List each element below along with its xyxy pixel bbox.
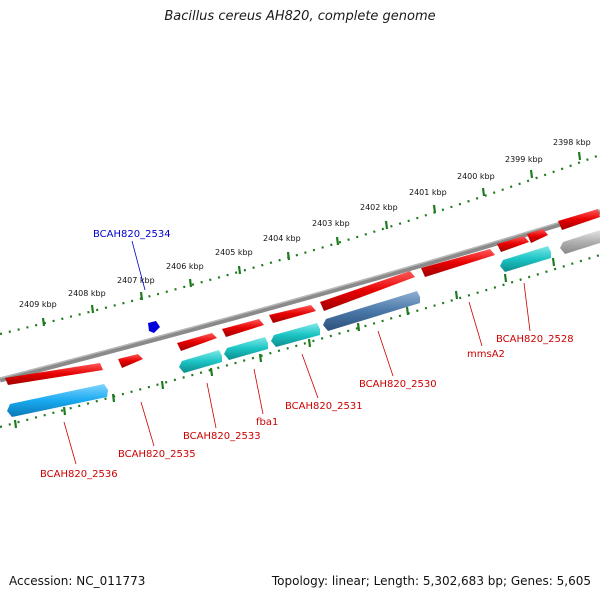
scale-tick-label: 2403 kbp xyxy=(312,219,350,228)
scale-major-tick xyxy=(188,278,193,288)
gene-fba1[interactable] xyxy=(222,319,264,337)
gene-forward-2525[interactable] xyxy=(558,209,600,230)
scale-inner-tick xyxy=(454,290,459,300)
scale-inner-tick xyxy=(356,322,361,332)
gene-label-mmsA2[interactable]: mmsA2 xyxy=(467,349,505,360)
gene-label-fba1[interactable]: fba1 xyxy=(256,417,278,428)
gene-reverse-grey[interactable] xyxy=(560,230,600,254)
scale-inner-tick xyxy=(160,380,165,390)
scale-major-tick xyxy=(577,151,582,161)
scale-inner-tick xyxy=(111,393,116,403)
gene-leader-lines xyxy=(63,240,531,465)
gene-label-BCAH820_2531[interactable]: BCAH820_2531 xyxy=(285,401,363,412)
accession-text: Accession: NC_011773 xyxy=(9,574,146,588)
gene-BCAH820_2533-rev[interactable] xyxy=(179,350,222,373)
scale-tick-label: 2401 kbp xyxy=(409,188,447,197)
scale-tick-label: 2402 kbp xyxy=(360,203,398,212)
scale-inner-tick xyxy=(405,306,410,316)
scale-inner-tick xyxy=(13,419,18,429)
gene-BCAH820_2536[interactable] xyxy=(5,363,103,385)
scale-major-tick xyxy=(139,291,144,301)
scale-inner-tick xyxy=(503,273,508,283)
gene-BCAH820_2531-rev[interactable] xyxy=(271,323,320,347)
scale-major-tick xyxy=(384,220,389,230)
genome-backbone xyxy=(0,209,600,383)
gene-label-BCAH820_2534[interactable]: BCAH820_2534 xyxy=(93,229,171,240)
scale-tick-label: 2398 kbp xyxy=(553,138,591,147)
scale-major-ticks xyxy=(41,151,582,327)
scale-tick-label: 2408 kbp xyxy=(68,289,106,298)
scale-major-tick xyxy=(432,204,437,214)
scale-tick-label: 2400 kbp xyxy=(457,172,495,181)
gene-label-BCAH820_2536[interactable]: BCAH820_2536 xyxy=(40,469,118,480)
scale-inner-tick xyxy=(209,367,214,377)
genome-backbone-highlight xyxy=(0,209,600,379)
scale-major-tick xyxy=(41,317,46,327)
scale-tick-labels: 2409 kbp 2408 kbp 2407 kbp 2406 kbp 2405 kbp… xyxy=(19,138,591,309)
gene-label-BCAH820_2533[interactable]: BCAH820_2533 xyxy=(183,431,261,442)
gene-BCAH820_2536-rev[interactable] xyxy=(7,384,108,417)
gene-label-BCAH820_2528[interactable]: BCAH820_2528 xyxy=(496,334,574,345)
scale-major-tick xyxy=(90,304,95,314)
gene-label-BCAH820_2535[interactable]: BCAH820_2535 xyxy=(118,449,196,460)
gene-BCAH820_2531[interactable] xyxy=(269,305,316,323)
map-title: Bacillus cereus AH820, complete genome xyxy=(164,9,436,24)
scale-major-tick xyxy=(286,251,291,261)
scale-inner-tick xyxy=(62,406,67,416)
scale-major-tick xyxy=(335,236,340,246)
forward-strand-genes xyxy=(5,209,600,385)
scale-major-tick xyxy=(237,265,242,275)
scale-tick-label: 2399 kbp xyxy=(505,155,543,164)
gene-forward-2526[interactable] xyxy=(527,229,548,243)
scale-inner-tick xyxy=(307,338,312,348)
scale-major-tick xyxy=(529,169,534,179)
reverse-strand-genes xyxy=(7,230,600,417)
gene-forward-2527[interactable] xyxy=(497,236,529,252)
scale-tick-label: 2409 kbp xyxy=(19,300,57,309)
gene-BCAH820_2530-rev[interactable] xyxy=(323,291,420,331)
gene-BCAH820_2528-rev[interactable] xyxy=(500,246,551,272)
scale-tick-label: 2406 kbp xyxy=(166,262,204,271)
gene-fba1-rev[interactable] xyxy=(224,337,268,360)
scale-tick-label: 2404 kbp xyxy=(263,234,301,243)
gene-BCAH820_2535[interactable] xyxy=(118,354,143,368)
gene-BCAH820_2534-marker[interactable] xyxy=(148,321,160,333)
gene-label-BCAH820_2530[interactable]: BCAH820_2530 xyxy=(359,379,437,390)
scale-inner-ticks xyxy=(13,257,556,429)
scale-tick-label: 2405 kbp xyxy=(215,248,253,257)
scale-inner-tick xyxy=(258,353,263,363)
gene-mmsA2[interactable] xyxy=(421,249,495,277)
scale-tick-label: 2407 kbp xyxy=(117,276,155,285)
scale-major-tick xyxy=(481,187,486,197)
gene-BCAH820_2530[interactable] xyxy=(320,271,415,311)
genome-summary-text: Topology: linear; Length: 5,302,683 bp; … xyxy=(271,574,591,588)
gene-labels: BCAH820_2536 BCAH820_2535 BCAH820_2534 B… xyxy=(40,229,574,480)
gene-BCAH820_2533[interactable] xyxy=(177,333,217,351)
scale-inner-tick xyxy=(551,257,556,267)
